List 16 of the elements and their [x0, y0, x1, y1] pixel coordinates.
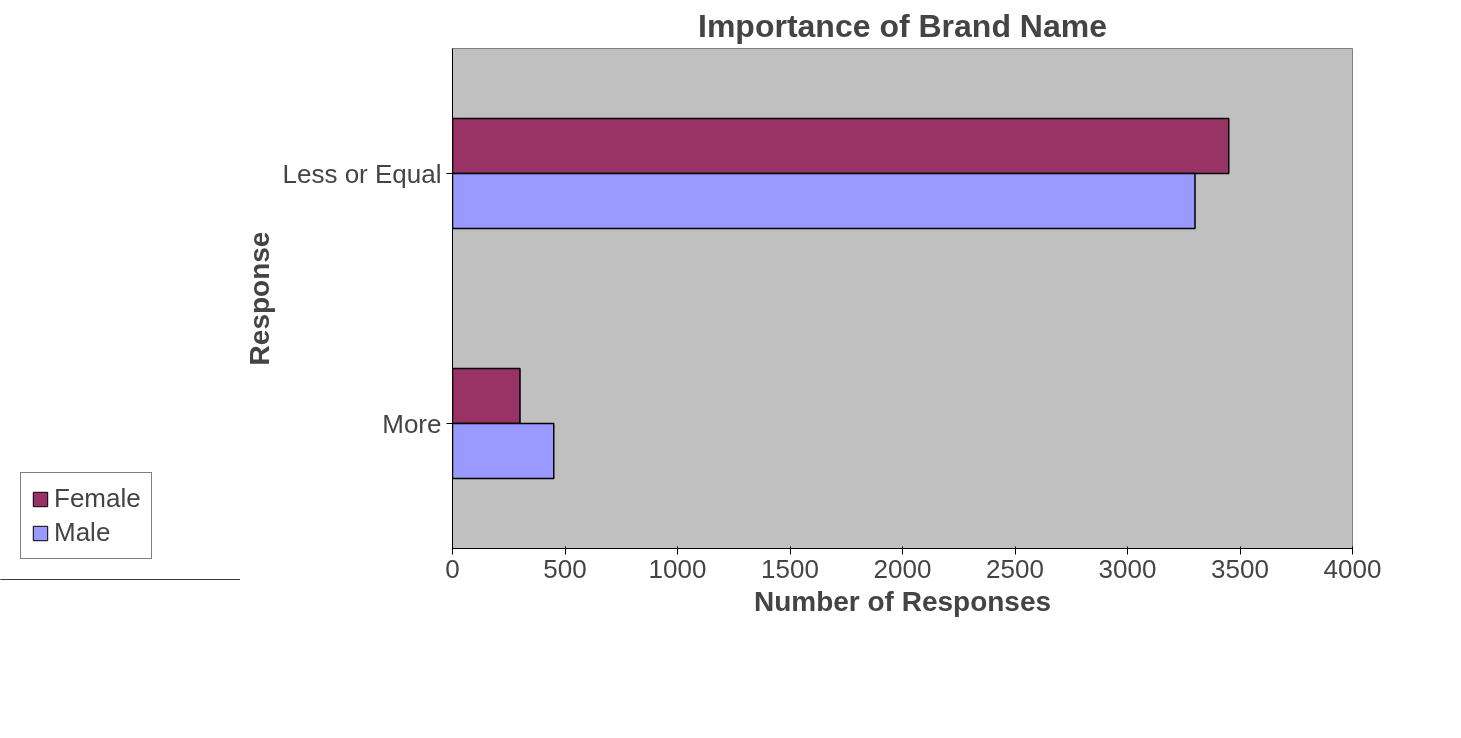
x-tick-label: 0 — [445, 553, 460, 584]
y-tick-label: Less or Equal — [282, 158, 442, 189]
x-tick-label: 500 — [543, 553, 587, 584]
x-tick-label: 2500 — [986, 553, 1044, 584]
legend-label: Male — [54, 517, 111, 548]
x-tick-label: 1000 — [648, 553, 707, 584]
x-tick-label: 1500 — [761, 553, 819, 584]
y-axis-title: Response — [243, 231, 275, 366]
y-tick-label: More — [382, 408, 442, 439]
x-tick-label: 4000 — [1323, 553, 1382, 584]
legend-label: Female — [54, 483, 141, 514]
x-tick-label: 2000 — [873, 553, 932, 584]
chart-title: Importance of Brand Name — [698, 7, 1107, 44]
x-tick-label: 3500 — [1211, 553, 1269, 584]
x-axis-title: Number of Responses — [753, 585, 1052, 617]
x-tick-label: 3000 — [1098, 553, 1157, 584]
